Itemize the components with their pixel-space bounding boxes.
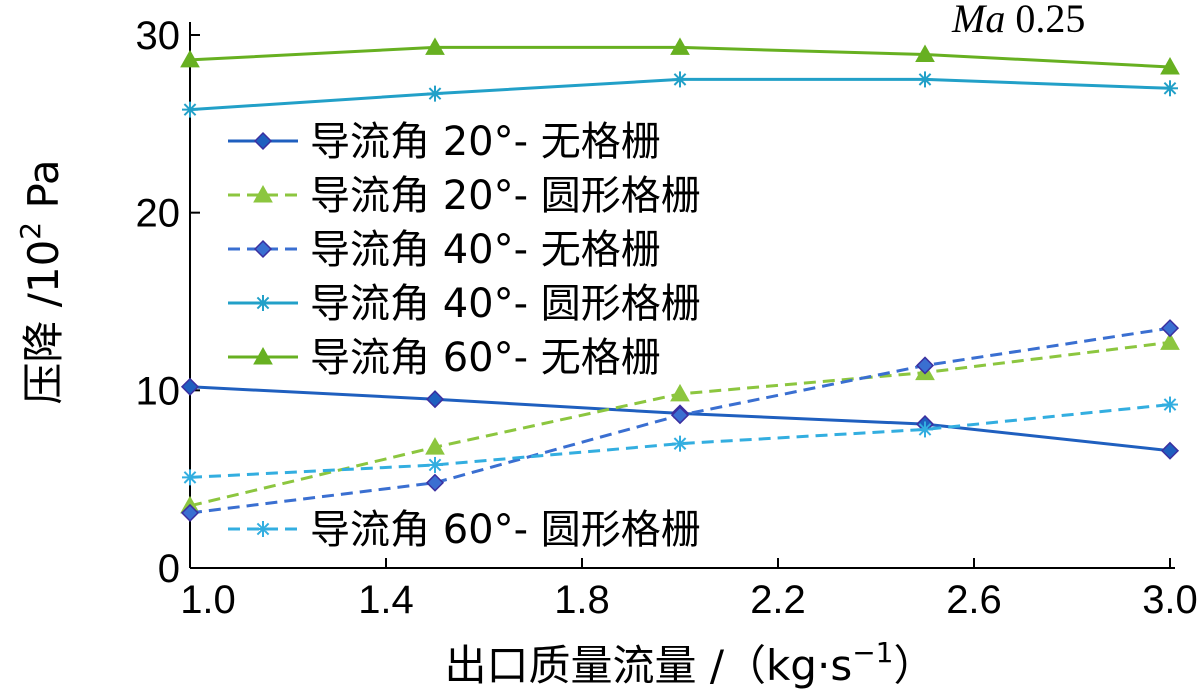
series-4 (182, 71, 1178, 118)
data-point (427, 456, 443, 473)
tick-labels: 1.0 1.4 1.8 2.2 2.6 3.0 0 10 20 30 (136, 14, 1198, 622)
data-point (427, 85, 443, 102)
x-tick-label: 2.6 (946, 578, 1002, 622)
x-tick-label: 3.0 (1142, 578, 1198, 622)
data-point (180, 503, 200, 522)
y-tick-label: 10 (136, 369, 181, 413)
data-point (915, 44, 935, 63)
data-point (670, 37, 690, 55)
data-point (1162, 396, 1178, 413)
tick-marks (189, 34, 1171, 569)
y-tick-label: 20 (136, 192, 181, 236)
series-layer (180, 37, 1180, 522)
y-axis-title: 压降 /102 Pa (14, 159, 68, 404)
series-line (189, 403, 1171, 479)
legend-item: 导流角 40°- 圆形格栅 (228, 281, 701, 327)
legend-label: 导流角 60°- 圆形格栅 (310, 507, 701, 553)
x-tick-label: 1.0 (180, 578, 236, 622)
legend-marker (253, 239, 273, 259)
data-point (1160, 56, 1180, 75)
x-tick-label: 2.2 (750, 578, 806, 622)
data-point (917, 421, 933, 438)
legend-marker (253, 346, 273, 365)
legend-marker (255, 295, 271, 311)
data-point (425, 437, 445, 455)
legend-item: 导流角 20°- 无格栅 (228, 119, 661, 165)
legend-label: 导流角 20°- 圆形格栅 (310, 173, 701, 219)
legend-label: 导流角 60°- 无格栅 (310, 335, 661, 381)
y-tick-label: 30 (136, 14, 181, 58)
data-point (425, 37, 445, 55)
data-point (917, 71, 933, 88)
y-tick-label: 0 (158, 547, 180, 591)
data-point (670, 383, 690, 402)
data-point (1160, 332, 1180, 350)
legend-item: 导流角 20°- 圆形格栅 (228, 173, 701, 219)
x-tick-label: 1.4 (358, 578, 414, 622)
series-6 (182, 396, 1178, 486)
data-point (915, 356, 935, 375)
data-point (1162, 80, 1178, 97)
annotation-mach: Ma 0.25 (951, 0, 1085, 41)
series-3 (180, 319, 1180, 522)
data-point (425, 473, 445, 492)
data-point (1160, 319, 1180, 338)
legend-marker (253, 131, 273, 151)
data-point (670, 406, 690, 425)
x-axis-title: 出口质量流量 /（kg·s−1） (444, 636, 935, 690)
legend-item: 导流角 40°- 无格栅 (228, 227, 661, 273)
data-point (425, 390, 445, 409)
legend-label: 导流角 40°- 无格栅 (310, 227, 661, 273)
legend-item: 导流角 60°- 圆形格栅 (228, 507, 701, 553)
x-tick-label: 1.8 (554, 578, 610, 622)
series-5 (180, 37, 1180, 75)
legend-marker (255, 521, 271, 537)
data-point (182, 101, 198, 118)
data-point (672, 71, 688, 88)
data-point (182, 469, 198, 486)
legend-label: 导流角 40°- 圆形格栅 (310, 281, 701, 327)
data-point (672, 435, 688, 452)
legend-label: 导流角 20°- 无格栅 (310, 119, 661, 165)
data-point (1160, 441, 1180, 460)
data-point (180, 49, 200, 68)
legend-item: 导流角 60°- 无格栅 (228, 335, 661, 381)
legend-marker (253, 184, 273, 203)
data-point (180, 377, 200, 396)
